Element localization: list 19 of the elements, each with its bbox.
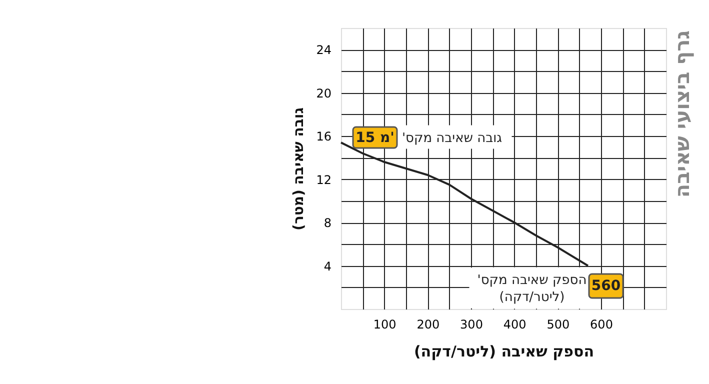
- annotation: 560: [591, 278, 621, 294]
- x-tick-label: 500: [546, 318, 570, 332]
- x-tick-label: 600: [590, 318, 613, 332]
- x-tick-label: 400: [503, 318, 526, 332]
- annotation: גובה שאיבה מקס': [402, 131, 502, 146]
- y-tick-label: 20: [316, 86, 332, 100]
- y-axis-title: גובה שאיבה (מטר): [291, 108, 308, 230]
- y-tick-label: 4: [324, 259, 332, 274]
- y-tick-label: 12: [316, 172, 332, 187]
- x-tick-label: 300: [460, 318, 483, 332]
- y-tick-label: 8: [324, 216, 332, 230]
- y-tick-label: 16: [316, 130, 332, 144]
- y-tick-label: 24: [316, 43, 332, 58]
- x-tick-label: 200: [416, 318, 440, 332]
- annotation: 15 מ': [356, 130, 394, 146]
- annotation: הספק שאיבה מקס' (ליטר/דקה): [477, 273, 587, 305]
- text: גרף ביצועי שאיבה: [670, 30, 694, 198]
- x-tick-label: 100: [373, 318, 396, 332]
- x-axis-title: הספק שאיבה (ליטר/דקה): [414, 342, 594, 360]
